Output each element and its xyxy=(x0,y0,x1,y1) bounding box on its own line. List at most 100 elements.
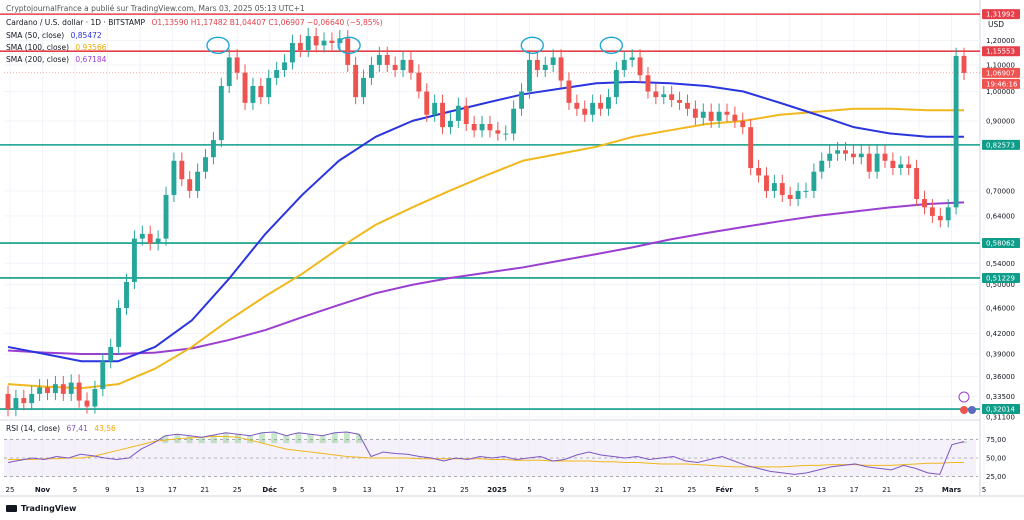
candle-up xyxy=(621,59,627,71)
level-label: 1,15553 xyxy=(986,48,1015,56)
rsi-value: 67,41 xyxy=(66,424,88,433)
candle-up xyxy=(116,307,122,347)
time-tick-label: 17 xyxy=(850,486,859,494)
level-label-badge xyxy=(982,139,1020,150)
time-tick-label: 9 xyxy=(105,486,109,494)
candle-down xyxy=(685,102,690,109)
candle-up xyxy=(266,77,272,98)
candle-up xyxy=(771,183,777,191)
candle-down xyxy=(756,168,762,176)
candle-down xyxy=(234,57,240,73)
candle-down xyxy=(471,123,477,131)
horizontal-levels[interactable] xyxy=(0,13,980,410)
annotation-circle xyxy=(337,36,361,55)
rsi-ma-value: 43,56 xyxy=(94,424,116,433)
candle-up xyxy=(92,388,98,407)
price-tick-label: 1,10000 xyxy=(986,61,1015,69)
sma50-line xyxy=(7,80,964,363)
candle-up xyxy=(858,153,864,158)
rsi-ma-line xyxy=(8,435,964,468)
event-dividend-icon[interactable] xyxy=(968,406,976,414)
candle-up xyxy=(108,346,114,362)
candle-up xyxy=(289,43,295,63)
candle-up xyxy=(250,85,256,103)
price-tick-label: 0,50000 xyxy=(986,281,1015,289)
annotation-circle xyxy=(599,36,624,55)
candle-up xyxy=(827,153,833,161)
time-tick-label: 25 xyxy=(915,486,924,494)
candle-down xyxy=(84,400,90,407)
candle-down xyxy=(669,94,675,100)
candle-up xyxy=(898,164,904,169)
price-tick-label: 0,31100 xyxy=(986,414,1015,422)
candle-up xyxy=(13,398,19,410)
current-price-badge xyxy=(982,67,1020,78)
candle-up xyxy=(210,140,216,158)
candle-up xyxy=(613,70,619,98)
candle-up xyxy=(52,384,58,394)
tradingview-logo[interactable]: TradingView xyxy=(6,504,76,513)
level-label-badge xyxy=(982,272,1020,283)
candle-up xyxy=(203,157,208,172)
candle-up xyxy=(131,238,137,282)
rsi-level-label: 25,00 xyxy=(986,473,1006,481)
candle-up xyxy=(835,150,841,154)
rsi-legend[interactable]: RSI (14, close) 67,41 43,56 xyxy=(6,424,120,433)
symbol-title: Cardano / U.S. dollar · 1D · BITSTAMP xyxy=(6,18,146,27)
event-flag-icon[interactable] xyxy=(960,406,968,414)
candle-up xyxy=(163,194,169,239)
candle-up xyxy=(590,102,596,115)
candle-up xyxy=(226,57,232,86)
sma100-legend[interactable]: SMA (100, close) 0,93566 xyxy=(6,43,110,52)
candle-down xyxy=(258,85,264,98)
candle-down xyxy=(914,168,920,200)
candle-up xyxy=(550,57,556,65)
candle-up xyxy=(376,54,382,65)
candle-down xyxy=(187,179,193,191)
candle-down xyxy=(329,40,335,44)
candle-down xyxy=(708,111,714,121)
sma200-legend[interactable]: SMA (200, close) 0,67184 xyxy=(6,55,110,64)
time-tick-label: 21 xyxy=(428,486,437,494)
candle-up xyxy=(542,64,548,71)
candle-down xyxy=(424,91,430,115)
rsi-level-label: 50,00 xyxy=(986,455,1006,463)
time-tick-label: 5 xyxy=(73,486,77,494)
candle-up xyxy=(321,40,327,46)
candle-down xyxy=(740,120,746,128)
candle-up xyxy=(874,153,880,172)
sma50-label: SMA (50, close) xyxy=(6,31,65,40)
sma50-legend[interactable]: SMA (50, close) 0,85472 xyxy=(6,31,106,40)
time-tick-label: 5 xyxy=(300,486,304,494)
lightning-icon[interactable] xyxy=(958,391,970,403)
candlesticks xyxy=(5,27,967,417)
candle-down xyxy=(76,382,82,401)
currency-label[interactable]: USD xyxy=(988,20,1005,29)
sma100-label: SMA (100, close) xyxy=(6,43,69,52)
candle-down xyxy=(732,114,738,121)
time-tick-label: Déc xyxy=(262,486,277,494)
candle-up xyxy=(68,382,74,394)
candle-down xyxy=(850,153,856,158)
candle-down xyxy=(653,91,659,98)
candle-up xyxy=(511,108,517,134)
candle-up xyxy=(811,171,817,191)
candle-down xyxy=(961,55,967,73)
candle-up xyxy=(218,85,224,141)
candle-up xyxy=(282,62,287,71)
publisher-line: CryptojournalFrance a publié sur Trading… xyxy=(6,4,305,13)
candle-down xyxy=(392,64,398,71)
price-tick-label: 0,36000 xyxy=(986,373,1015,381)
candle-up xyxy=(400,59,406,71)
time-tick-label: 21 xyxy=(200,486,209,494)
candle-up xyxy=(195,171,201,191)
candle-up xyxy=(124,281,129,308)
level-label: 1,31992 xyxy=(986,11,1015,19)
current-price-label: 1,06907 xyxy=(986,69,1015,77)
time-axis: 25 Nov 5 9 13 17 21 25 Déc 5 9 13 17 21 25 2025 5 9 13 17 21… xyxy=(6,486,987,494)
candle-down xyxy=(677,99,683,103)
candle-up xyxy=(479,123,485,131)
candle-down xyxy=(313,36,319,46)
